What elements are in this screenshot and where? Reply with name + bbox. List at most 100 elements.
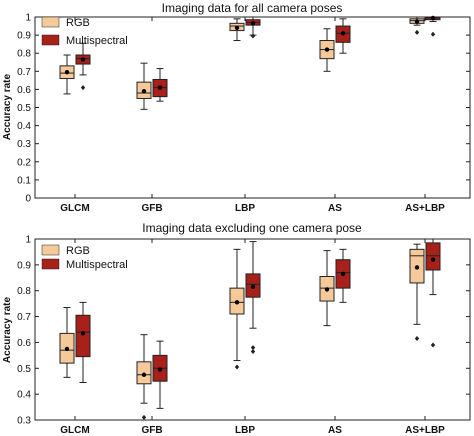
mean-marker bbox=[340, 271, 346, 277]
legend-label-rgb: RGB bbox=[66, 245, 90, 257]
outlier-point bbox=[250, 345, 256, 351]
mean-marker bbox=[157, 85, 163, 90]
legend: RGB Multispectral bbox=[41, 244, 128, 271]
y-tick-label: 0.9 bbox=[17, 31, 31, 42]
mean-marker bbox=[250, 284, 256, 290]
mean-marker bbox=[141, 372, 147, 377]
y-ticks: 0.3 0.4 0.5 0.6 0.7 0.8 0.9 1 bbox=[17, 235, 470, 427]
box-rgb-as bbox=[319, 250, 335, 327]
box-rgb-as bbox=[319, 28, 335, 72]
box-multispectral-glcm bbox=[75, 301, 91, 384]
y-axis-label: Accuracy rate bbox=[2, 296, 13, 363]
legend: RGB Multispectral bbox=[41, 16, 128, 47]
legend-swatch-rgb bbox=[41, 16, 60, 28]
box-rgb-glcm bbox=[59, 307, 75, 378]
box-multispectral-as-lbp bbox=[425, 238, 441, 348]
y-tick-label: 0.8 bbox=[17, 286, 31, 297]
y-tick-label: 0.4 bbox=[17, 121, 31, 132]
mean-marker bbox=[157, 367, 163, 372]
mean-marker bbox=[340, 31, 346, 36]
x-tick-label: AS bbox=[328, 425, 342, 436]
x-tick-label: AS+LBP bbox=[405, 203, 445, 214]
x-tick-label: GFB bbox=[141, 203, 162, 214]
outlier-point bbox=[414, 336, 420, 342]
mean-marker bbox=[324, 47, 330, 52]
y-tick-label: 0.6 bbox=[17, 85, 31, 96]
x-ticks: GLCM GFB LBP AS AS+LBP bbox=[60, 239, 445, 436]
y-tick-label: 1 bbox=[25, 13, 31, 24]
y-tick-label: 0.3 bbox=[17, 139, 31, 150]
box-multispectral-as bbox=[335, 248, 351, 303]
x-tick-label: GLCM bbox=[60, 425, 89, 436]
x-tick-label: AS+LBP bbox=[405, 425, 445, 436]
chart-title: Imaging data for all camera poses bbox=[162, 1, 343, 15]
box-multispectral-gfb bbox=[152, 68, 168, 102]
box-rgb-gfb bbox=[136, 62, 152, 110]
y-axis-label: Accuracy rate bbox=[2, 73, 13, 140]
legend-swatch-rgb bbox=[41, 244, 60, 256]
box-multispectral-as-lbp bbox=[425, 15, 441, 37]
legend-label-multispectral: Multispectral bbox=[66, 259, 128, 271]
y-tick-label: 0.7 bbox=[17, 67, 31, 78]
box-rgb-lbp bbox=[229, 18, 245, 42]
mean-marker bbox=[414, 265, 420, 270]
box-multispectral-lbp bbox=[245, 16, 261, 39]
box-rgb-lbp bbox=[229, 248, 245, 370]
outlier-point bbox=[80, 85, 86, 91]
y-tick-label: 0.6 bbox=[17, 338, 31, 349]
box-multispectral-gfb bbox=[152, 340, 168, 409]
mean-marker bbox=[80, 57, 86, 62]
boxes bbox=[59, 15, 441, 110]
box-rgb-glcm bbox=[59, 54, 75, 95]
outlier-point bbox=[250, 348, 256, 354]
mean-marker bbox=[80, 331, 86, 336]
x-tick-label: LBP bbox=[235, 203, 255, 214]
y-tick-label: 0.4 bbox=[17, 390, 31, 401]
box-multispectral-glcm bbox=[75, 42, 91, 91]
mean-marker bbox=[64, 70, 70, 75]
mean-marker bbox=[64, 346, 70, 352]
mean-marker bbox=[414, 19, 420, 24]
x-tick-label: GFB bbox=[141, 425, 162, 436]
box-rgb-as-lbp bbox=[409, 243, 425, 342]
y-tick-label: 0.7 bbox=[17, 312, 31, 323]
panel-excluding-one-pose: Imaging data excluding one camera pose A… bbox=[2, 221, 471, 436]
y-tick-label: 0.2 bbox=[17, 157, 31, 168]
x-ticks: GLCM GFB LBP AS AS+LBP bbox=[60, 17, 445, 214]
mean-marker bbox=[234, 25, 240, 31]
legend-label-rgb: RGB bbox=[66, 17, 90, 29]
y-ticks: 0 0.1 0.2 0.3 0.4 0.5 0.6 0.7 0.8 0.9 1 bbox=[17, 13, 470, 205]
mean-marker bbox=[430, 257, 436, 262]
iqr-box bbox=[425, 242, 441, 271]
y-tick-label: 0.9 bbox=[17, 260, 31, 271]
mean-marker bbox=[250, 21, 256, 26]
boxes bbox=[59, 238, 441, 420]
outlier-point bbox=[234, 364, 240, 370]
panel-all-poses: Imaging data for all camera poses Accura… bbox=[2, 1, 471, 214]
x-tick-label: AS bbox=[328, 203, 342, 214]
mean-marker bbox=[234, 300, 240, 305]
y-tick-label: 0.8 bbox=[17, 49, 31, 60]
y-tick-label: 0.5 bbox=[17, 103, 31, 114]
legend-swatch-multispectral bbox=[41, 34, 60, 46]
iqr-box bbox=[75, 314, 91, 358]
box-multispectral-lbp bbox=[245, 241, 261, 354]
legend-label-multispectral: Multispectral bbox=[66, 35, 128, 47]
y-tick-label: 1 bbox=[25, 235, 31, 246]
y-tick-label: 0 bbox=[25, 194, 31, 205]
mean-marker bbox=[324, 287, 330, 292]
box-multispectral-as bbox=[335, 18, 351, 54]
legend-swatch-multispectral bbox=[41, 258, 60, 270]
x-tick-label: LBP bbox=[235, 425, 255, 436]
outlier-point bbox=[430, 31, 436, 37]
plot-frame bbox=[34, 238, 471, 421]
y-tick-label: 0.5 bbox=[17, 364, 31, 375]
outlier-point bbox=[250, 33, 256, 39]
box-rgb-as-lbp bbox=[409, 16, 425, 35]
box-rgb-gfb bbox=[136, 334, 152, 420]
mean-marker bbox=[141, 89, 147, 94]
outlier-point bbox=[430, 342, 436, 348]
outlier-point bbox=[141, 414, 147, 420]
x-tick-label: GLCM bbox=[60, 203, 89, 214]
